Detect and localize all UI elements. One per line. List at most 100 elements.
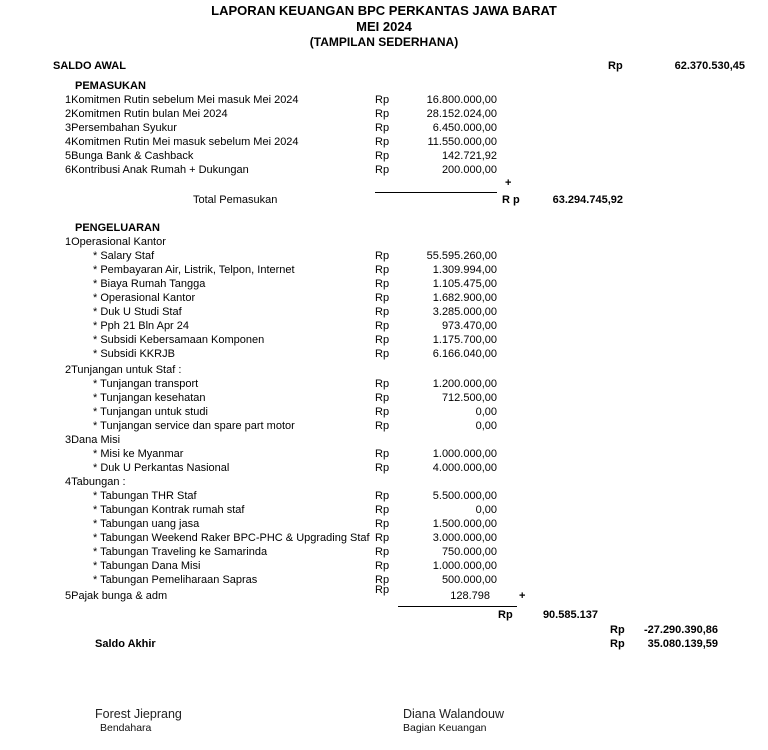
expense-tax-row: 5Pajak bunga & adm Rp 128.798 + xyxy=(0,584,768,603)
amount-value: 0,00 xyxy=(475,406,497,418)
income-row: 4Komitmen Rutin Mei masuk sebelum Mei 20… xyxy=(0,135,768,149)
row-label: * Tunjangan untuk studi xyxy=(93,406,208,418)
amount-value: 500.000,00 xyxy=(441,574,497,586)
expense-row: * Tabungan Kontrak rumah staf Rp 0,00 xyxy=(0,503,768,517)
row-label: 3Persembahan Syukur xyxy=(65,122,177,134)
row-label: 5Bunga Bank & Cashback xyxy=(65,150,194,162)
currency-label: Rp xyxy=(375,406,390,418)
expense-row: * Tabungan Traveling ke Samarinda Rp 750.0… xyxy=(0,545,768,559)
signer-name: Diana Walandouw xyxy=(403,707,504,721)
currency-label: Rp xyxy=(375,278,390,290)
expense-row: * Tunjangan service dan spare part motor… xyxy=(0,419,768,433)
saldo-awal-row: SALDO AWAL Rp 62.370.530,45 xyxy=(0,59,768,73)
expense-group-row: 4Tabungan : xyxy=(0,475,768,489)
amount-value: 200.000,00 xyxy=(441,164,497,176)
row-label: Saldo Akhir xyxy=(95,638,156,650)
row-label: * Subsidi Kebersamaan Komponen xyxy=(93,334,265,346)
amount-value: -27.290.390,86 xyxy=(643,624,718,636)
expense-row: * Misi ke Myanmar Rp 1.000.000,00 xyxy=(0,447,768,461)
expense-row: * Tabungan Dana Misi Rp 1.000.000,00 xyxy=(0,559,768,573)
amount-value: 4.000.000,00 xyxy=(432,462,497,474)
income-row: 1Komitmen Rutin sebelum Mei masuk Mei 20… xyxy=(0,93,768,107)
signer-role: Bagian Keuangan xyxy=(403,722,487,734)
currency-label: Rp xyxy=(375,292,390,304)
amount-value: 3.285.000,00 xyxy=(432,306,497,318)
currency-label: Rp xyxy=(375,320,390,332)
expense-row: * Salary Staf Rp 55.595.260,00 xyxy=(0,249,768,263)
currency-label: Rp xyxy=(375,94,390,106)
amount-value: 1.309.994,00 xyxy=(432,264,497,276)
currency-label: Rp xyxy=(375,334,390,346)
amount-value: 90.585.137 xyxy=(542,609,598,621)
currency-label: Rp xyxy=(375,108,390,120)
currency-label: Rp xyxy=(375,584,390,596)
row-label: * Salary Staf xyxy=(93,250,155,262)
group-label: 2Tunjangan untuk Staf : xyxy=(65,364,182,376)
expense-row: * Tabungan Weekend Raker BPC-PHC & Upgra… xyxy=(0,531,768,545)
amount-value: 1.200.000,00 xyxy=(432,378,497,390)
row-label: * Misi ke Myanmar xyxy=(93,448,184,460)
plus-sign: + xyxy=(519,590,526,602)
row-label: * Tabungan Pemeliharaan Sapras xyxy=(93,574,258,586)
signature-block-bagian-keuangan: Diana Walandouw Bagian Keuangan xyxy=(403,707,504,735)
income-row: 2Komitmen Rutin bulan Mei 2024 Rp 28.152.0… xyxy=(0,107,768,121)
currency-label: Rp xyxy=(498,609,513,621)
pemasukan-sum-line xyxy=(375,192,497,193)
expense-row: * Tabungan THR Staf Rp 5.500.000,00 xyxy=(0,489,768,503)
saldo-akhir-row: Saldo Akhir Rp 35.080.139,59 xyxy=(0,637,768,651)
amount-value: 1.500.000,00 xyxy=(432,518,497,530)
row-label: * Pembayaran Air, Listrik, Telpon, Inter… xyxy=(93,264,295,276)
pengeluaran-sum-line xyxy=(398,606,517,607)
income-row: 6Kontribusi Anak Rumah + Dukungan Rp 200.0… xyxy=(0,163,768,177)
total-pengeluaran-row: Rp 90.585.137 xyxy=(0,608,768,622)
row-label: * Duk U Studi Staf xyxy=(93,306,182,318)
currency-label: Rp xyxy=(375,348,390,360)
currency-label: Rp xyxy=(375,150,390,162)
currency-label: Rp xyxy=(375,574,390,586)
expense-row: * Duk U Studi Staf Rp 3.285.000,00 xyxy=(0,305,768,319)
currency-label: Rp xyxy=(375,136,390,148)
row-label: * Tabungan Kontrak rumah staf xyxy=(93,504,245,516)
expense-group-row: 1Operasional Kantor xyxy=(0,235,768,249)
total-pemasukan-row: Total Pemasukan R p 63.294.745,92 xyxy=(0,193,768,207)
expense-row: * Subsidi Kebersamaan Komponen Rp 1.175.70… xyxy=(0,333,768,347)
plus-sign: + xyxy=(505,177,512,189)
report-title-block: LAPORAN KEUANGAN BPC PERKANTAS JAWA BARA… xyxy=(0,3,768,50)
expense-row: * Tunjangan transport Rp 1.200.000,00 xyxy=(0,377,768,391)
expense-row: * Duk U Perkantas Nasional Rp 4.000.000,00 xyxy=(0,461,768,475)
amount-value: 3.000.000,00 xyxy=(432,532,497,544)
section-header: PEMASUKAN xyxy=(75,80,146,92)
currency-label: Rp xyxy=(375,122,390,134)
amount-value: 11.550.000,00 xyxy=(427,136,497,148)
amount-value: 62.370.530,45 xyxy=(674,60,745,72)
title-line2: MEI 2024 xyxy=(356,19,412,34)
amount-value: 1.682.900,00 xyxy=(432,292,497,304)
expense-row: * Tabungan uang jasa Rp 1.500.000,00 xyxy=(0,517,768,531)
row-label: * Duk U Perkantas Nasional xyxy=(93,462,230,474)
amount-value: 1.000.000,00 xyxy=(432,560,497,572)
currency-label: Rp xyxy=(375,250,390,262)
amount-value: 28.152.024,00 xyxy=(426,108,497,120)
amount-value: 1.105.475,00 xyxy=(432,278,497,290)
group-label: 1Operasional Kantor xyxy=(65,236,166,248)
pengeluaran-header-row: PENGELUARAN xyxy=(0,221,768,235)
amount-value: 5.500.000,00 xyxy=(432,490,497,502)
amount-value: 6.166.040,00 xyxy=(432,348,497,360)
amount-value: 1.175.700,00 xyxy=(432,334,497,346)
expense-group-row: 2Tunjangan untuk Staf : xyxy=(0,363,768,377)
selisih-row: Rp -27.290.390,86 xyxy=(0,623,768,637)
row-label: * Tabungan Weekend Raker BPC-PHC & Upgra… xyxy=(93,532,370,544)
currency-label: Rp xyxy=(375,378,390,390)
row-label: * Tunjangan service dan spare part motor xyxy=(93,420,295,432)
currency-label: Rp xyxy=(375,490,390,502)
amount-value: 712.500,00 xyxy=(441,392,497,404)
row-label: * Tunjangan transport xyxy=(93,378,199,390)
row-label: 4Komitmen Rutin Mei masuk sebelum Mei 20… xyxy=(65,136,299,148)
currency-label: Rp xyxy=(375,448,390,460)
signature-block-bendahara: Forest Jieprang Bendahara xyxy=(95,707,182,735)
section-header: PENGELUARAN xyxy=(75,222,160,234)
group-label: 4Tabungan : xyxy=(65,476,126,488)
expense-row: * Operasional Kantor Rp 1.682.900,00 xyxy=(0,291,768,305)
currency-label: Rp xyxy=(375,420,390,432)
